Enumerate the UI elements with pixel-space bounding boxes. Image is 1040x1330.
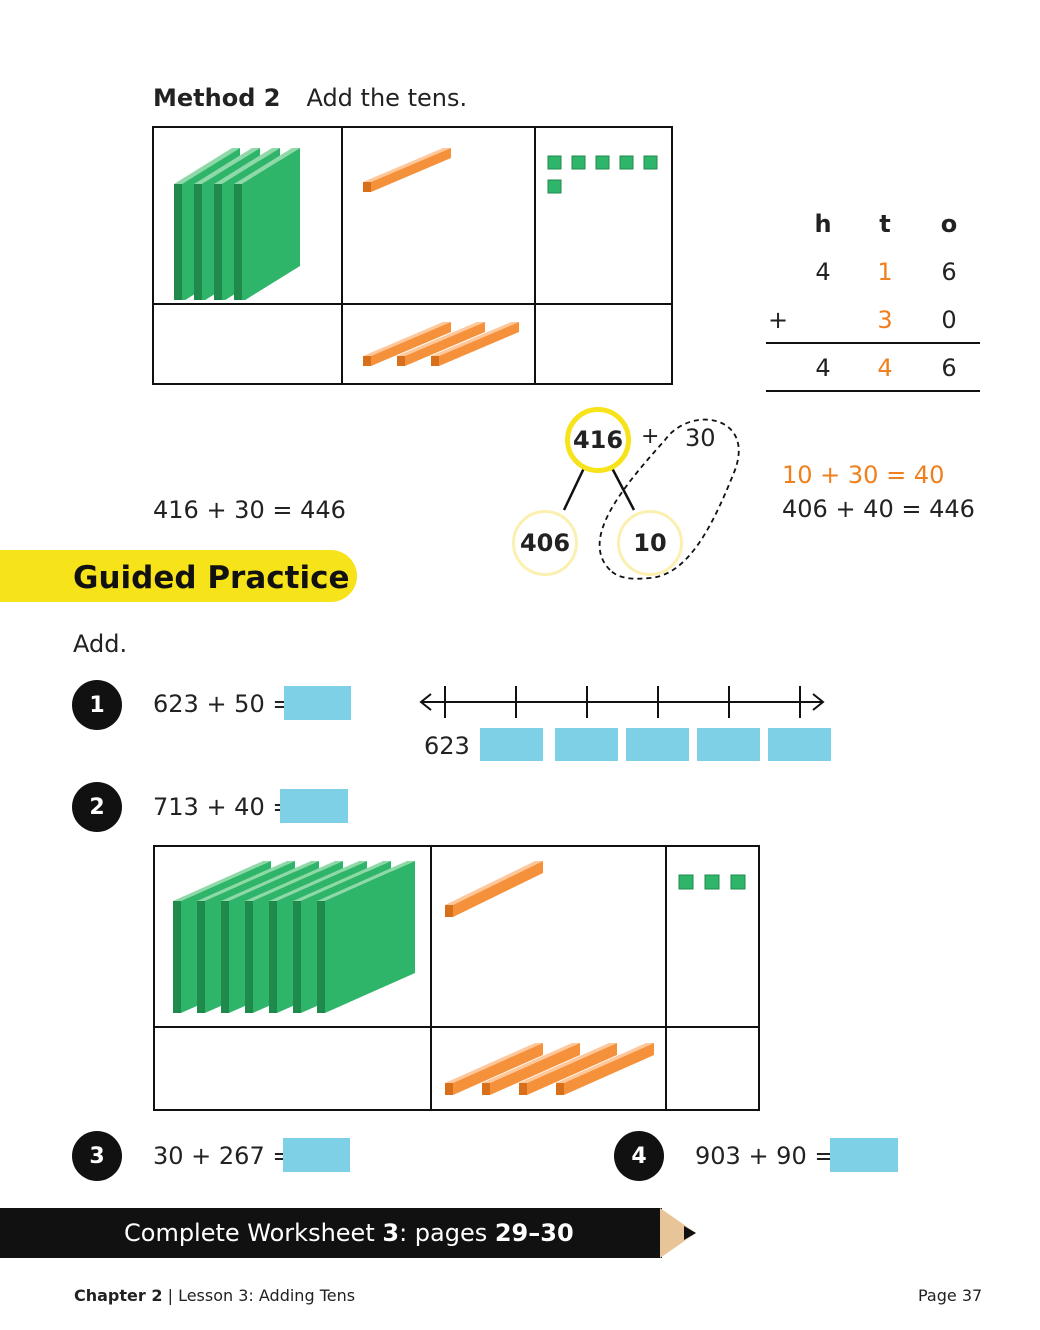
instruction: Add. bbox=[73, 630, 128, 658]
working-line-2: 406 + 40 = 446 bbox=[782, 495, 975, 523]
footer-separator: | bbox=[167, 1286, 173, 1305]
problem-1-answer-box[interactable] bbox=[284, 686, 351, 720]
ones-cubes-3 bbox=[678, 874, 746, 890]
problem-4-text: 903 + 90 = bbox=[695, 1142, 835, 1170]
worksheet-pages: 29–30 bbox=[494, 1219, 574, 1247]
ten-rod-1 bbox=[363, 148, 451, 192]
row2-tens: 3 bbox=[877, 306, 893, 334]
bond-part-left: 406 bbox=[512, 510, 578, 576]
method-heading: Method 2 Add the tens. bbox=[153, 84, 467, 112]
worksheet-number: 3 bbox=[382, 1219, 400, 1247]
number-line-box-2[interactable] bbox=[555, 728, 618, 761]
number-line-start: 623 bbox=[424, 732, 470, 760]
bond-plus: + bbox=[641, 424, 660, 449]
worksheet-banner bbox=[0, 1208, 662, 1258]
bond-whole: 416 bbox=[565, 407, 631, 473]
ten-rods-4 bbox=[445, 1043, 654, 1095]
number-line bbox=[419, 686, 825, 718]
worksheet-text-pre: Complete Worksheet bbox=[124, 1219, 383, 1247]
number-line-box-3[interactable] bbox=[626, 728, 689, 761]
header-tens: t bbox=[879, 210, 891, 238]
bottom-line bbox=[766, 390, 980, 392]
row1-hundreds: 4 bbox=[815, 258, 831, 286]
number-line-box-4[interactable] bbox=[697, 728, 760, 761]
guided-practice-banner bbox=[0, 550, 357, 602]
number-line-box-5[interactable] bbox=[768, 728, 831, 761]
problem-1-text: 623 + 50 = bbox=[153, 690, 293, 718]
page-number: Page 37 bbox=[918, 1286, 983, 1305]
hundreds-flats-7 bbox=[173, 861, 415, 1013]
method-instruction: Add the tens. bbox=[306, 84, 468, 112]
problem-4-number: 4 bbox=[614, 1131, 664, 1181]
guided-practice-title: Guided Practice bbox=[73, 560, 350, 596]
working-line-1: 10 + 30 = 40 bbox=[782, 461, 945, 489]
base-ten-grid-problem-2 bbox=[153, 845, 760, 1111]
plus-sign: + bbox=[767, 306, 789, 334]
row2-ones: 0 bbox=[941, 306, 957, 334]
problem-1-number: 1 bbox=[72, 680, 122, 730]
sum-line bbox=[766, 342, 980, 344]
result-ones: 6 bbox=[941, 354, 957, 382]
row1-ones: 6 bbox=[941, 258, 957, 286]
ones-cubes-6 bbox=[547, 155, 658, 194]
problem-3-answer-box[interactable] bbox=[283, 1138, 350, 1172]
bond-connectors bbox=[562, 418, 740, 580]
row1-tens: 1 bbox=[877, 258, 893, 286]
pencil-tip-icon bbox=[660, 1208, 696, 1258]
header-ones: o bbox=[940, 210, 958, 238]
hundreds-flats-4 bbox=[174, 148, 300, 300]
bond-part-right: 10 bbox=[617, 510, 683, 576]
bond-addend: 30 bbox=[685, 424, 716, 452]
problem-3-number: 3 bbox=[72, 1131, 122, 1181]
method-label: Method 2 bbox=[153, 84, 281, 112]
problem-3-text: 30 + 267 = bbox=[153, 1142, 293, 1170]
worksheet-text: Complete Worksheet 3: pages 29–30 bbox=[124, 1219, 574, 1247]
number-line-box-1[interactable] bbox=[480, 728, 543, 761]
problem-2-number: 2 bbox=[72, 782, 122, 832]
result-tens: 4 bbox=[877, 354, 893, 382]
problem-2-answer-box[interactable] bbox=[280, 789, 348, 823]
lesson-label: Lesson 3: Adding Tens bbox=[178, 1286, 356, 1305]
ten-rod-1 bbox=[445, 861, 543, 917]
problem-4-answer-box[interactable] bbox=[830, 1138, 898, 1172]
base-ten-grid-method bbox=[152, 126, 673, 385]
main-equation: 416 + 30 = 446 bbox=[153, 496, 346, 524]
problem-2-text: 713 + 40 = bbox=[153, 793, 293, 821]
result-hundreds: 4 bbox=[815, 354, 831, 382]
header-hundreds: h bbox=[814, 210, 832, 238]
page-footer-left: Chapter 2 | Lesson 3: Adding Tens bbox=[74, 1286, 355, 1305]
worksheet-text-mid: : pages bbox=[399, 1219, 495, 1247]
ten-rods-3 bbox=[363, 322, 519, 366]
chapter-label: Chapter 2 bbox=[74, 1286, 163, 1305]
